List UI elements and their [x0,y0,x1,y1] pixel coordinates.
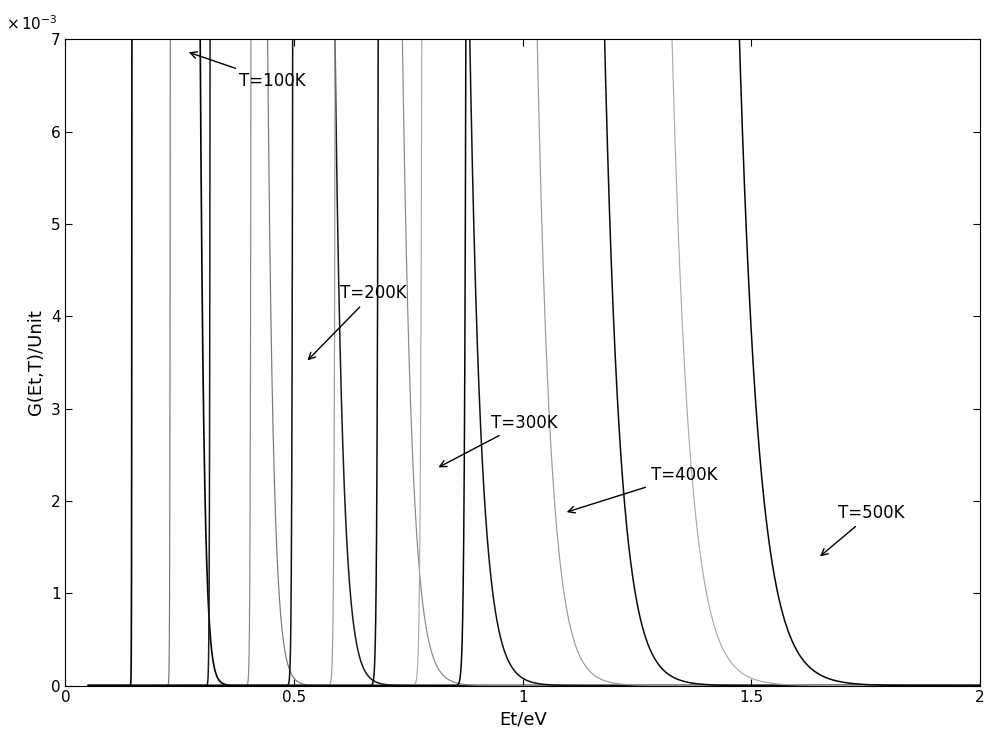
Text: T=100K: T=100K [190,52,306,90]
Text: T=400K: T=400K [568,466,717,513]
X-axis label: Et/eV: Et/eV [499,711,547,729]
Y-axis label: G(Et,T)/Unit: G(Et,T)/Unit [27,310,45,415]
Text: T=200K: T=200K [309,284,406,359]
Text: T=500K: T=500K [821,504,905,556]
Text: $\times\,10^{-3}$: $\times\,10^{-3}$ [6,14,58,33]
Text: T=300K: T=300K [440,414,557,466]
